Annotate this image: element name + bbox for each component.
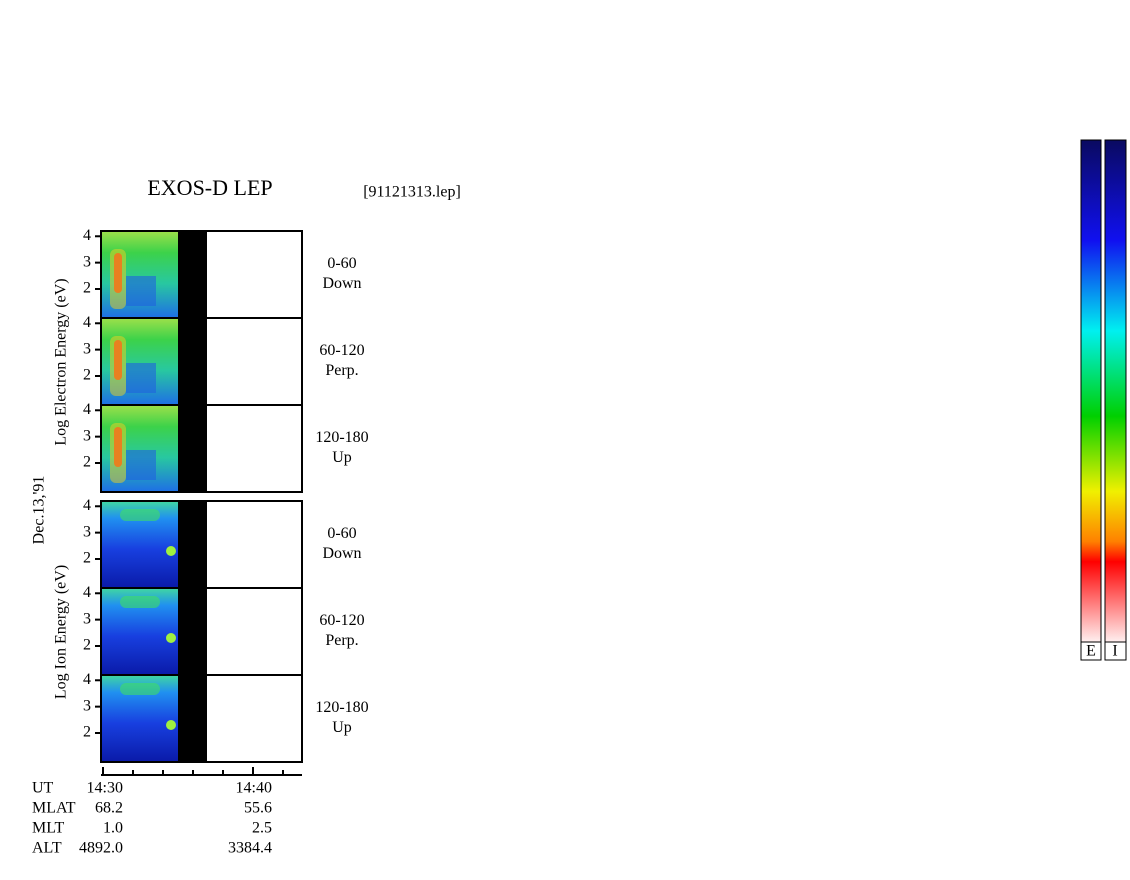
spectrogram-blob <box>120 683 160 695</box>
panel-direction: Up <box>332 449 352 466</box>
orbit-value: 4892.0 <box>79 840 123 857</box>
spectrogram-blob <box>166 633 176 643</box>
panel-range: 120-180 <box>315 429 368 446</box>
colorbar-label: I <box>1112 643 1117 660</box>
data-gap <box>178 231 207 318</box>
y-tick-label: 2 <box>83 550 91 567</box>
y-tick-label: 4 <box>83 671 91 688</box>
date: Dec.13,'91 <box>31 476 48 545</box>
y-tick-label: 3 <box>83 610 91 627</box>
data-gap <box>178 588 207 675</box>
spectrogram-blob <box>120 596 160 608</box>
panel-direction: Down <box>322 545 361 562</box>
colorbar <box>1080 139 1102 643</box>
title: EXOS-D LEP <box>147 175 272 200</box>
spectrogram-blob <box>110 336 126 396</box>
spectrogram-blob <box>166 720 176 730</box>
panel-direction: Down <box>322 275 361 292</box>
orbit-label: MLAT <box>32 800 76 817</box>
orbit-value: 14:40 <box>236 780 272 797</box>
y-tick-label: 4 <box>83 401 91 418</box>
y-tick-label: 3 <box>83 427 91 444</box>
panel-frame <box>100 404 303 493</box>
y-tick-label: 2 <box>83 637 91 654</box>
orbit-label: MLT <box>32 820 65 837</box>
y-tick-label: 2 <box>83 724 91 741</box>
y-tick-label: 4 <box>83 584 91 601</box>
y-tick-label: 3 <box>83 340 91 357</box>
orbit-value: 2.5 <box>252 820 272 837</box>
spectrogram-blob <box>166 546 176 556</box>
y-tick-label: 4 <box>83 314 91 331</box>
spectrogram-blob <box>126 450 156 480</box>
panel-range: 60-120 <box>319 612 364 629</box>
orbit-value: 3384.4 <box>228 840 272 857</box>
orbit-label: UT <box>32 780 54 797</box>
panel-range: 0-60 <box>327 525 356 542</box>
orbit-label: ALT <box>32 840 62 857</box>
y-axis-label: Log Electron Energy (eV) <box>53 278 70 445</box>
y-tick-label: 3 <box>83 697 91 714</box>
y-tick-label: 3 <box>83 523 91 540</box>
panel-frame <box>100 674 303 763</box>
spectrogram-blob <box>120 509 160 521</box>
data-gap <box>178 318 207 405</box>
data-gap <box>178 675 207 762</box>
y-tick-label: 2 <box>83 367 91 384</box>
colorbar-label-box <box>1104 641 1127 661</box>
y-axis-label: Log Ion Energy (eV) <box>53 565 70 699</box>
orbit-value: 14:30 <box>87 780 123 797</box>
spectrogram-blob <box>110 423 126 483</box>
spectrogram-blob <box>126 363 156 393</box>
panel-range: 0-60 <box>327 255 356 272</box>
y-tick-label: 4 <box>83 227 91 244</box>
y-tick-label: 4 <box>83 497 91 514</box>
panel-direction: Perp. <box>325 632 358 649</box>
colorbar-label: E <box>1086 643 1096 660</box>
orbit-value: 55.6 <box>244 800 272 817</box>
panel-direction: Up <box>332 719 352 736</box>
panel-range: 120-180 <box>315 699 368 716</box>
panel-range: 60-120 <box>319 342 364 359</box>
orbit-value: 1.0 <box>103 820 123 837</box>
spectrogram-blob <box>110 249 126 309</box>
orbit-value: 68.2 <box>95 800 123 817</box>
y-tick-label: 3 <box>83 253 91 270</box>
colorbar-label-box <box>1080 641 1102 661</box>
data-gap <box>178 405 207 492</box>
panel-direction: Perp. <box>325 362 358 379</box>
data-gap <box>178 501 207 588</box>
colorbar <box>1104 139 1127 643</box>
file-name: [91121313.lep] <box>363 184 461 201</box>
y-tick-label: 2 <box>83 454 91 471</box>
spectrogram-blob <box>126 276 156 306</box>
y-tick-label: 2 <box>83 280 91 297</box>
